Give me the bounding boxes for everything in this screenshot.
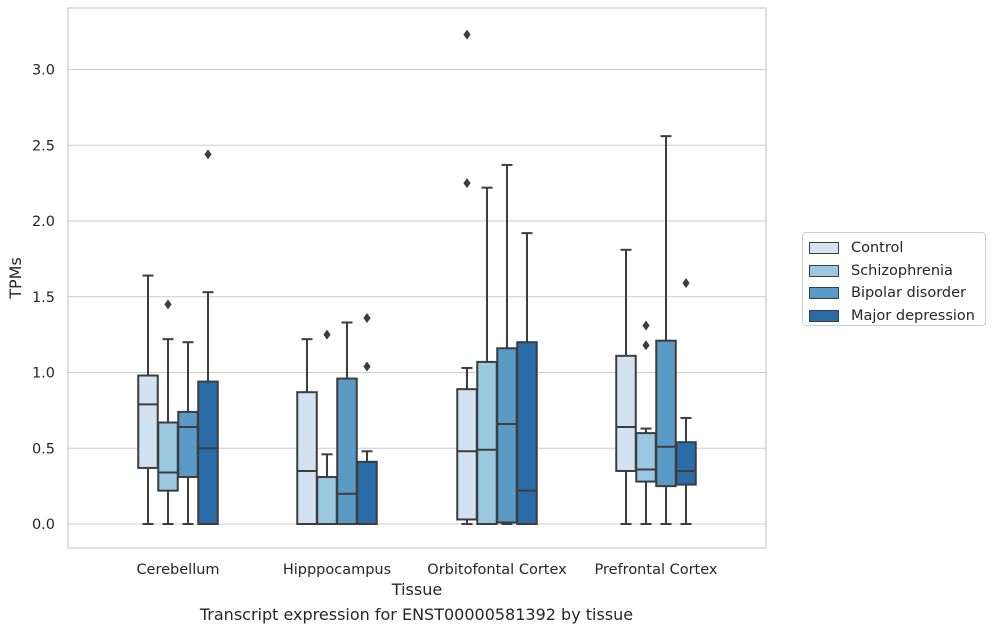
box-2-2: [496, 163, 518, 525]
box-1-0: [296, 338, 318, 525]
x-axis-label: Tissue: [391, 580, 442, 599]
box-groups: [137, 29, 697, 526]
legend-swatch-control: [809, 242, 839, 255]
box-2-1: [476, 186, 498, 525]
box-0-3: [197, 149, 219, 525]
y-tick-label-4: 2.0: [32, 214, 55, 230]
y-axis-ticks: 0.0 0.5 1.0 1.5 2.0 2.5 3.0: [32, 63, 55, 534]
box-iqr: [296, 391, 318, 525]
box-3-3: [675, 278, 697, 525]
box-3-0: [615, 248, 637, 525]
y-tick-label-1: 0.5: [32, 441, 55, 457]
y-tick-label-0: 0.0: [32, 517, 55, 533]
legend: Control Schizophrenia Bipolar disorder M…: [802, 232, 986, 326]
box-iqr: [197, 380, 219, 525]
y-axis-label: TPMs: [6, 257, 25, 300]
box-iqr: [177, 410, 199, 479]
x-tick-label-2: Orbitofontal Cortex: [427, 562, 567, 578]
box-iqr: [157, 421, 179, 492]
box-1-1: [316, 329, 338, 526]
outlier-point-0: [363, 361, 371, 372]
box-0-1: [157, 299, 179, 525]
outlier-point-1: [642, 320, 650, 331]
x-tick-label-1: Hipppocampus: [283, 562, 391, 578]
x-tick-label-3: Prefrontal Cortex: [595, 562, 718, 578]
outlier-point-0: [164, 299, 172, 310]
legend-swatch-bipolar: [809, 287, 839, 300]
legend-label-bipolar: Bipolar disorder: [851, 285, 966, 302]
y-tick-label-2: 1.0: [32, 366, 55, 382]
outlier-point-0: [463, 178, 471, 189]
legend-item-control: Control: [809, 237, 979, 260]
legend-swatch-major-depression: [809, 309, 839, 322]
box-iqr: [356, 460, 378, 526]
legend-item-schizophrenia: Schizophrenia: [809, 260, 979, 283]
legend-item-bipolar: Bipolar disorder: [809, 282, 979, 305]
box-0-2: [177, 341, 199, 525]
box-3-1: [635, 320, 657, 525]
legend-label-major-depression: Major depression: [851, 307, 975, 324]
x-tick-label-0: Cerebellum: [136, 562, 219, 578]
box-iqr: [316, 476, 338, 526]
box-iqr: [476, 360, 498, 525]
outlier-point-1: [363, 312, 371, 323]
legend-label-control: Control: [851, 240, 904, 257]
outlier-point-0: [682, 278, 690, 289]
x-axis-ticks: Cerebellum Hipppocampus Orbitofontal Corte…: [136, 562, 717, 578]
box-iqr: [655, 339, 677, 488]
box-iqr: [615, 354, 637, 472]
plot-frame: [67, 7, 767, 549]
box-iqr: [456, 388, 478, 521]
outlier-point-0: [204, 149, 212, 160]
box-iqr: [137, 374, 159, 469]
figure-caption: Transcript expression for ENST0000058139…: [199, 605, 634, 624]
outlier-point-0: [642, 340, 650, 351]
y-tick-label-5: 2.5: [32, 138, 55, 154]
box-iqr: [635, 432, 657, 483]
box-3-2: [655, 135, 677, 525]
box-2-3: [516, 232, 538, 526]
legend-label-schizophrenia: Schizophrenia: [851, 262, 953, 279]
box-iqr: [336, 377, 358, 525]
box-iqr: [496, 347, 518, 524]
y-tick-label-3: 1.5: [32, 290, 55, 306]
box-iqr: [675, 441, 697, 486]
legend-swatch-schizophrenia: [809, 264, 839, 277]
box-iqr: [516, 341, 538, 526]
box-1-2: [336, 321, 358, 525]
box-0-0: [137, 274, 159, 525]
outlier-point-0: [323, 329, 331, 340]
box-2-0: [456, 29, 478, 525]
outlier-point-1: [463, 29, 471, 40]
y-tick-label-6: 3.0: [32, 63, 55, 79]
box-1-3: [356, 312, 378, 526]
legend-item-major-depression: Major depression: [809, 305, 979, 328]
